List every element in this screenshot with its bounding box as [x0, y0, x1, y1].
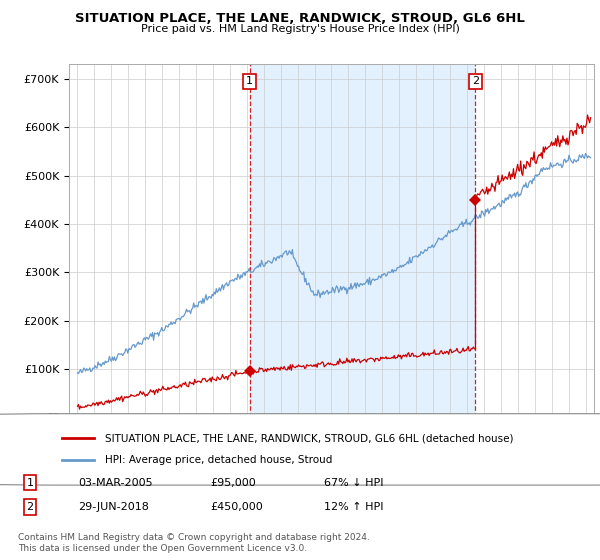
Text: 2: 2	[26, 502, 34, 512]
Text: HPI: Average price, detached house, Stroud: HPI: Average price, detached house, Stro…	[106, 455, 332, 465]
Text: Price paid vs. HM Land Registry's House Price Index (HPI): Price paid vs. HM Land Registry's House …	[140, 24, 460, 34]
Text: 1: 1	[26, 478, 34, 488]
Text: £95,000: £95,000	[210, 478, 256, 488]
Text: 2: 2	[472, 76, 479, 86]
FancyBboxPatch shape	[0, 414, 600, 485]
Text: 03-MAR-2005: 03-MAR-2005	[78, 478, 152, 488]
Text: 67% ↓ HPI: 67% ↓ HPI	[324, 478, 383, 488]
Text: SITUATION PLACE, THE LANE, RANDWICK, STROUD, GL6 6HL: SITUATION PLACE, THE LANE, RANDWICK, STR…	[75, 12, 525, 25]
Text: 12% ↑ HPI: 12% ↑ HPI	[324, 502, 383, 512]
Text: Contains HM Land Registry data © Crown copyright and database right 2024.
This d: Contains HM Land Registry data © Crown c…	[18, 533, 370, 553]
Text: £450,000: £450,000	[210, 502, 263, 512]
Text: SITUATION PLACE, THE LANE, RANDWICK, STROUD, GL6 6HL (detached house): SITUATION PLACE, THE LANE, RANDWICK, STR…	[106, 433, 514, 444]
Bar	[250, 64, 475, 417]
Text: 29-JUN-2018: 29-JUN-2018	[78, 502, 149, 512]
Text: 1: 1	[246, 76, 253, 86]
